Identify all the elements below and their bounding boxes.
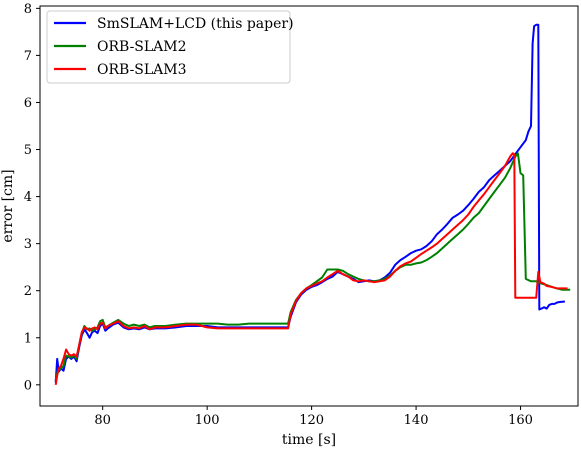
legend-label: SmSLAM+LCD (this paper) [97,16,294,32]
y-tick-label: 6 [24,96,32,111]
y-tick-label: 1 [24,331,32,346]
legend-box [46,10,291,84]
y-tick-label: 5 [24,143,32,158]
x-tick-label: 160 [508,413,533,428]
legend: SmSLAM+LCD (this paper) ORB-SLAM2 ORB-SLAM… [46,10,294,84]
x-tick-label: 80 [94,413,111,428]
y-tick-label: 7 [24,49,32,64]
x-tick-label: 120 [299,413,324,428]
x-axis-title: time [s] [282,432,336,448]
legend-label: ORB-SLAM3 [97,62,187,78]
y-tick-label: 3 [24,237,32,252]
series-line-smslam-lcd-this-paper [54,23,565,383]
y-axis: 0 1 2 3 4 5 6 7 8 [24,2,40,393]
y-tick-label: 8 [24,2,32,17]
y-tick-label: 0 [24,378,32,393]
y-tick-label: 4 [24,190,32,205]
x-tick-label: 140 [404,413,429,428]
plot-frame [39,5,579,407]
legend-label: ORB-SLAM2 [97,39,187,55]
y-axis-title: error [cm] [0,169,16,242]
y-tick-label: 2 [24,284,32,299]
plot-lines [54,23,571,385]
series-line-orb-slam3 [54,152,568,385]
x-axis: 80 100 120 140 160 [94,406,533,428]
x-tick-label: 100 [195,413,220,428]
